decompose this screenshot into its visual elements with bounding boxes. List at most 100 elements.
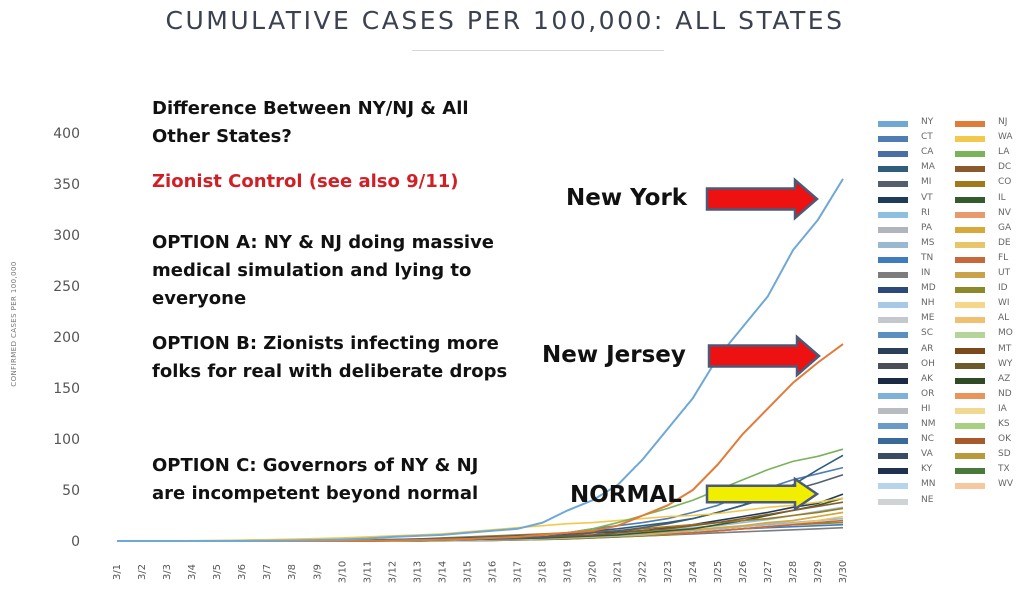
legend-swatch bbox=[878, 151, 908, 158]
legend-label: AK bbox=[921, 373, 934, 384]
normal-arrow bbox=[705, 476, 820, 512]
legend-label: HI bbox=[921, 403, 931, 414]
x-tick-label: 3/7 bbox=[262, 564, 273, 580]
legend-label: ID bbox=[998, 283, 1008, 294]
normal-label: NORMAL bbox=[570, 482, 682, 508]
legend-label: OH bbox=[921, 358, 935, 369]
legend-swatch bbox=[955, 347, 985, 354]
legend-swatch bbox=[955, 136, 985, 143]
legend-swatch bbox=[878, 166, 908, 173]
legend-label: MI bbox=[921, 177, 932, 188]
x-tick-label: 3/17 bbox=[513, 561, 524, 583]
legend-swatch bbox=[955, 196, 985, 203]
option-b-text: OPTION B: Zionists infecting more folks … bbox=[152, 333, 508, 382]
legend-swatch bbox=[878, 226, 908, 233]
annotation-arrows bbox=[705, 177, 821, 512]
x-tick-label: 3/19 bbox=[563, 561, 574, 583]
y-tick-label: 100 bbox=[53, 432, 80, 448]
legend-label: CA bbox=[921, 147, 934, 158]
y-tick-label: 350 bbox=[53, 177, 80, 193]
legend-label: OR bbox=[921, 388, 935, 399]
y-tick-label: 200 bbox=[53, 330, 80, 346]
legend-label: VA bbox=[921, 449, 933, 460]
legend-label: NH bbox=[921, 298, 935, 309]
legend-swatch bbox=[955, 166, 985, 173]
x-tick-label: 3/8 bbox=[287, 564, 298, 580]
legend-swatch bbox=[878, 332, 908, 339]
legend-label: IL bbox=[998, 192, 1006, 203]
legend-swatch bbox=[878, 423, 908, 429]
legend-swatch bbox=[878, 287, 908, 294]
x-tick-label: 3/11 bbox=[362, 561, 373, 583]
legend-label: MO bbox=[998, 328, 1013, 339]
x-tick-label: 3/18 bbox=[538, 561, 549, 583]
legend-swatch bbox=[878, 136, 908, 143]
x-tick-label: 3/6 bbox=[237, 564, 248, 580]
legend-label: MD bbox=[921, 283, 936, 294]
legend-swatch bbox=[878, 302, 908, 309]
x-tick-label: 3/28 bbox=[788, 561, 799, 583]
legend-label: AL bbox=[998, 313, 1010, 324]
legend-swatch bbox=[955, 423, 985, 429]
legend-swatch bbox=[878, 453, 908, 460]
legend-label: MN bbox=[921, 479, 936, 490]
legend-label: WI bbox=[998, 298, 1010, 309]
option-c-text: OPTION C: Governors of NY & NJ are incom… bbox=[152, 455, 479, 504]
legend-label: GA bbox=[998, 222, 1012, 233]
legend-label: NC bbox=[921, 434, 935, 445]
legend-label: MA bbox=[921, 162, 935, 173]
legend-swatch bbox=[878, 256, 908, 263]
x-tick-labels: 3/1 3/2 3/3 3/4 3/5 3/6 3/7 3/8 3/9 3/10 3/11 3/12 3… bbox=[112, 561, 849, 583]
legend-swatch bbox=[955, 407, 985, 414]
legend-label: WY bbox=[998, 358, 1013, 369]
x-tick-label: 3/27 bbox=[763, 561, 774, 583]
legend-label: IN bbox=[921, 268, 931, 278]
legend-label: RI bbox=[921, 207, 930, 218]
title-divider bbox=[412, 50, 664, 51]
legend-swatch bbox=[878, 241, 908, 248]
legend-label: MS bbox=[921, 237, 935, 248]
legend-swatch bbox=[955, 181, 985, 188]
y-tick-label: 50 bbox=[62, 483, 80, 499]
legend-label: AR bbox=[921, 343, 934, 354]
legend-label: DE bbox=[998, 237, 1011, 248]
legend-label: CT bbox=[921, 132, 933, 143]
legend-swatch bbox=[955, 483, 985, 490]
legend-swatch bbox=[878, 272, 908, 278]
legend-label: WA bbox=[998, 132, 1013, 143]
question-text: Difference Between NY/NJ & All Other Sta… bbox=[152, 98, 469, 147]
legend-swatch bbox=[878, 498, 908, 505]
x-tick-label: 3/10 bbox=[337, 561, 348, 583]
new-jersey-arrow bbox=[707, 334, 821, 378]
legend-label: SC bbox=[921, 328, 933, 339]
x-tick-label: 3/12 bbox=[387, 561, 398, 583]
legend-swatch bbox=[878, 347, 908, 354]
legend-label: DC bbox=[998, 162, 1012, 173]
legend-label: AZ bbox=[998, 373, 1011, 384]
x-tick-label: 3/16 bbox=[488, 561, 499, 583]
x-tick-label: 3/4 bbox=[187, 564, 198, 580]
legend-swatch bbox=[955, 272, 985, 278]
legend-swatch bbox=[878, 317, 908, 324]
x-tick-label: 3/26 bbox=[738, 561, 749, 583]
x-tick-label: 3/14 bbox=[437, 561, 448, 583]
x-tick-label: 3/2 bbox=[137, 564, 148, 580]
legend-swatch bbox=[955, 362, 985, 369]
legend-label: MT bbox=[998, 343, 1012, 354]
legend-swatch bbox=[955, 211, 985, 218]
legend-swatch bbox=[955, 317, 985, 324]
x-tick-label: 3/29 bbox=[813, 561, 824, 583]
legend-label: NM bbox=[921, 419, 936, 429]
x-tick-label: 3/22 bbox=[638, 561, 649, 583]
x-tick-label: 3/1 bbox=[112, 564, 123, 580]
legend-label: OK bbox=[998, 434, 1011, 445]
legend-swatch bbox=[878, 362, 908, 369]
legend-swatch bbox=[955, 226, 985, 233]
legend-label: NV bbox=[998, 207, 1011, 218]
legend-label: KS bbox=[998, 419, 1010, 429]
legend-label: ME bbox=[921, 313, 935, 324]
x-tick-label: 3/25 bbox=[713, 561, 724, 583]
legend-label: WV bbox=[998, 479, 1014, 490]
series-line-co bbox=[117, 507, 844, 542]
